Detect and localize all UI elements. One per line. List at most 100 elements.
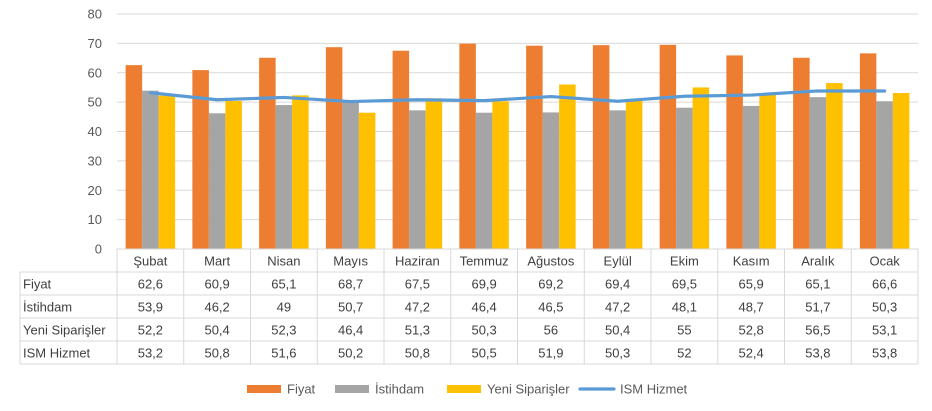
legend-item: Yeni Siparişler xyxy=(447,382,570,397)
table-cell: 53,8 xyxy=(872,346,897,361)
bar xyxy=(192,70,209,249)
bar xyxy=(425,98,443,250)
bar xyxy=(692,87,710,249)
bar xyxy=(542,112,560,249)
bar xyxy=(742,105,760,249)
bar xyxy=(325,47,343,249)
table-cell: 65,1 xyxy=(805,277,830,292)
table-cell: 69,5 xyxy=(672,277,697,292)
bar xyxy=(392,50,410,249)
x-tick-label: Aralık xyxy=(801,254,835,269)
x-tick-label: Temmuz xyxy=(460,254,509,269)
bar xyxy=(142,90,159,249)
bar xyxy=(358,112,376,249)
table-cell: 66,6 xyxy=(872,277,897,292)
bar xyxy=(125,65,143,249)
table-cell: 60,9 xyxy=(204,277,229,292)
legend-swatch xyxy=(247,385,281,393)
y-tick-label: 30 xyxy=(88,153,102,168)
y-tick-label: 10 xyxy=(88,212,102,227)
x-tick-label: Nisan xyxy=(267,254,300,269)
table-cell: 51,9 xyxy=(538,346,563,361)
table-cell: 48,7 xyxy=(738,300,763,315)
bars xyxy=(125,43,910,250)
x-tick-label: Ağustos xyxy=(527,254,574,269)
table-cell: 50,3 xyxy=(872,300,897,315)
table-row-label: ISM Hizmet xyxy=(23,346,91,361)
table-cell: 50,3 xyxy=(605,346,630,361)
bar xyxy=(492,101,509,250)
table-row-label: Fiyat xyxy=(23,277,52,292)
bar xyxy=(759,93,776,250)
table-cell: 53,2 xyxy=(138,346,163,361)
bar xyxy=(342,100,359,249)
table-cell: 69,4 xyxy=(605,277,630,292)
bar xyxy=(225,100,242,249)
table-cell: 69,2 xyxy=(538,277,563,292)
table-cell: 65,1 xyxy=(271,277,296,292)
table-cell: 46,2 xyxy=(204,300,229,315)
bar xyxy=(459,43,476,250)
legend-label: ISM Hizmet xyxy=(620,382,688,397)
table-cell: 56,5 xyxy=(805,323,830,338)
table-cell: 68,7 xyxy=(338,277,363,292)
bar xyxy=(208,113,226,249)
y-tick-label: 20 xyxy=(88,183,102,198)
y-axis-ticks: 0 10 20 30 40 50 60 70 80 xyxy=(88,7,102,257)
x-tick-label: Şubat xyxy=(133,254,167,269)
x-tick-label: Mart xyxy=(204,254,230,269)
legend-swatch xyxy=(447,385,481,393)
bar xyxy=(292,95,309,250)
legend-swatch xyxy=(335,385,369,393)
table-cell: 50,5 xyxy=(471,346,496,361)
bar xyxy=(409,110,426,249)
bar xyxy=(876,101,893,250)
table-cell: 50,8 xyxy=(405,346,430,361)
y-tick-label: 60 xyxy=(88,65,102,80)
bar xyxy=(275,105,293,249)
table-cell: 69,9 xyxy=(471,277,496,292)
bar xyxy=(793,57,810,249)
bar xyxy=(526,45,543,249)
y-tick-label: 70 xyxy=(88,36,102,51)
bar xyxy=(826,83,843,249)
x-tick-label: Ekim xyxy=(670,254,699,269)
bar xyxy=(559,84,576,249)
table-cell: 62,6 xyxy=(138,277,163,292)
legend-label: İstihdam xyxy=(375,382,424,397)
table-cell: 50,7 xyxy=(338,300,363,315)
bar xyxy=(892,93,910,249)
line-series xyxy=(148,89,887,104)
table-cell: 50,2 xyxy=(338,346,363,361)
bar xyxy=(475,112,493,249)
table-cell: 50,4 xyxy=(204,323,229,338)
table-cell: 50,4 xyxy=(605,323,630,338)
table-cell: 50,8 xyxy=(204,346,229,361)
y-tick-label: 0 xyxy=(95,242,102,257)
bar xyxy=(609,110,626,249)
bar xyxy=(158,95,176,249)
table-cell: 67,5 xyxy=(405,277,430,292)
table-cell: 51,6 xyxy=(271,346,296,361)
table-cell: 48,1 xyxy=(672,300,697,315)
x-tick-label: Haziran xyxy=(395,254,440,269)
table-cell: 52,2 xyxy=(138,323,163,338)
table-cell: 53,9 xyxy=(138,300,163,315)
legend-item: Fiyat xyxy=(247,382,316,397)
table-cell: 46,5 xyxy=(538,300,563,315)
series-line xyxy=(148,89,887,104)
table-cell: 52,8 xyxy=(738,323,763,338)
bar xyxy=(726,55,743,250)
bar xyxy=(676,107,693,249)
legend-item: ISM Hizmet xyxy=(578,382,688,397)
y-tick-label: 40 xyxy=(88,124,102,139)
x-tick-label: Eylül xyxy=(604,254,632,269)
table-cell: 47,2 xyxy=(605,300,630,315)
table-cell: 52 xyxy=(677,346,691,361)
table-cell: 46,4 xyxy=(338,323,363,338)
data-table: Şubat Mart Nisan Mayıs Haziran Temmuz Ağustos E… xyxy=(19,248,919,365)
table-cell: 51,7 xyxy=(805,300,830,315)
x-tick-label: Mayıs xyxy=(333,254,368,269)
bar xyxy=(659,44,677,249)
